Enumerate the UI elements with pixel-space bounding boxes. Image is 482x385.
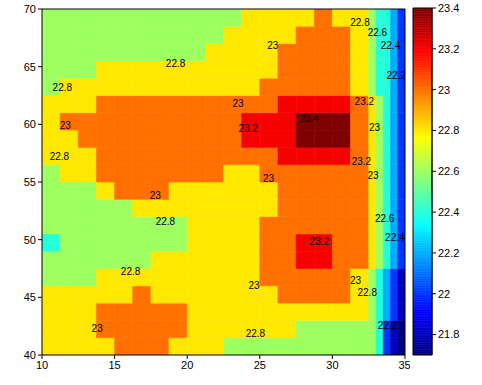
svg-text:23.2: 23.2 bbox=[310, 236, 330, 247]
svg-text:23: 23 bbox=[150, 190, 162, 201]
svg-text:22.8: 22.8 bbox=[438, 124, 459, 136]
svg-text:23.4: 23.4 bbox=[299, 113, 319, 124]
svg-text:40: 40 bbox=[24, 349, 36, 361]
svg-text:23.2: 23.2 bbox=[438, 43, 459, 55]
svg-text:22.6: 22.6 bbox=[438, 165, 459, 177]
svg-text:22.2: 22.2 bbox=[387, 70, 405, 81]
svg-text:23: 23 bbox=[369, 122, 381, 133]
svg-text:35: 35 bbox=[398, 359, 410, 371]
svg-text:22.8: 22.8 bbox=[53, 82, 73, 93]
svg-text:10: 10 bbox=[36, 359, 48, 371]
svg-text:23.4: 23.4 bbox=[438, 2, 459, 14]
svg-text:23.2: 23.2 bbox=[355, 96, 375, 107]
svg-text:23: 23 bbox=[438, 84, 450, 96]
svg-text:22.8: 22.8 bbox=[166, 58, 186, 69]
svg-text:22: 22 bbox=[438, 288, 450, 300]
svg-text:25: 25 bbox=[254, 359, 266, 371]
svg-text:55: 55 bbox=[24, 176, 36, 188]
svg-text:23.2: 23.2 bbox=[238, 123, 258, 134]
svg-text:15: 15 bbox=[108, 359, 120, 371]
svg-text:23.2: 23.2 bbox=[352, 156, 372, 167]
svg-text:22.4: 22.4 bbox=[381, 40, 401, 51]
svg-text:45: 45 bbox=[24, 291, 36, 303]
svg-text:23: 23 bbox=[267, 40, 279, 51]
svg-text:23: 23 bbox=[263, 173, 275, 184]
svg-text:23: 23 bbox=[60, 120, 72, 131]
svg-text:23: 23 bbox=[92, 323, 104, 334]
svg-text:65: 65 bbox=[24, 61, 36, 73]
svg-text:22.2: 22.2 bbox=[378, 320, 398, 331]
svg-text:22.8: 22.8 bbox=[50, 151, 70, 162]
svg-text:22.4: 22.4 bbox=[385, 232, 405, 243]
svg-text:21.8: 21.8 bbox=[438, 328, 459, 340]
svg-text:23: 23 bbox=[367, 170, 379, 181]
svg-text:22.6: 22.6 bbox=[368, 27, 388, 38]
svg-text:22.2: 22.2 bbox=[438, 247, 459, 259]
svg-text:22.8: 22.8 bbox=[350, 17, 370, 29]
svg-text:22.6: 22.6 bbox=[375, 213, 395, 224]
svg-text:20: 20 bbox=[181, 359, 193, 371]
svg-text:60: 60 bbox=[24, 118, 36, 130]
svg-text:23: 23 bbox=[248, 280, 260, 291]
svg-text:23: 23 bbox=[232, 98, 244, 109]
svg-text:22.8: 22.8 bbox=[156, 216, 176, 227]
svg-text:22.8: 22.8 bbox=[246, 328, 266, 339]
svg-text:22.8: 22.8 bbox=[358, 287, 378, 298]
svg-text:30: 30 bbox=[326, 359, 338, 371]
svg-text:23: 23 bbox=[350, 275, 362, 286]
svg-text:22.8: 22.8 bbox=[121, 266, 141, 277]
svg-text:50: 50 bbox=[24, 234, 36, 246]
svg-text:22.4: 22.4 bbox=[438, 206, 459, 218]
svg-text:70: 70 bbox=[24, 3, 36, 15]
